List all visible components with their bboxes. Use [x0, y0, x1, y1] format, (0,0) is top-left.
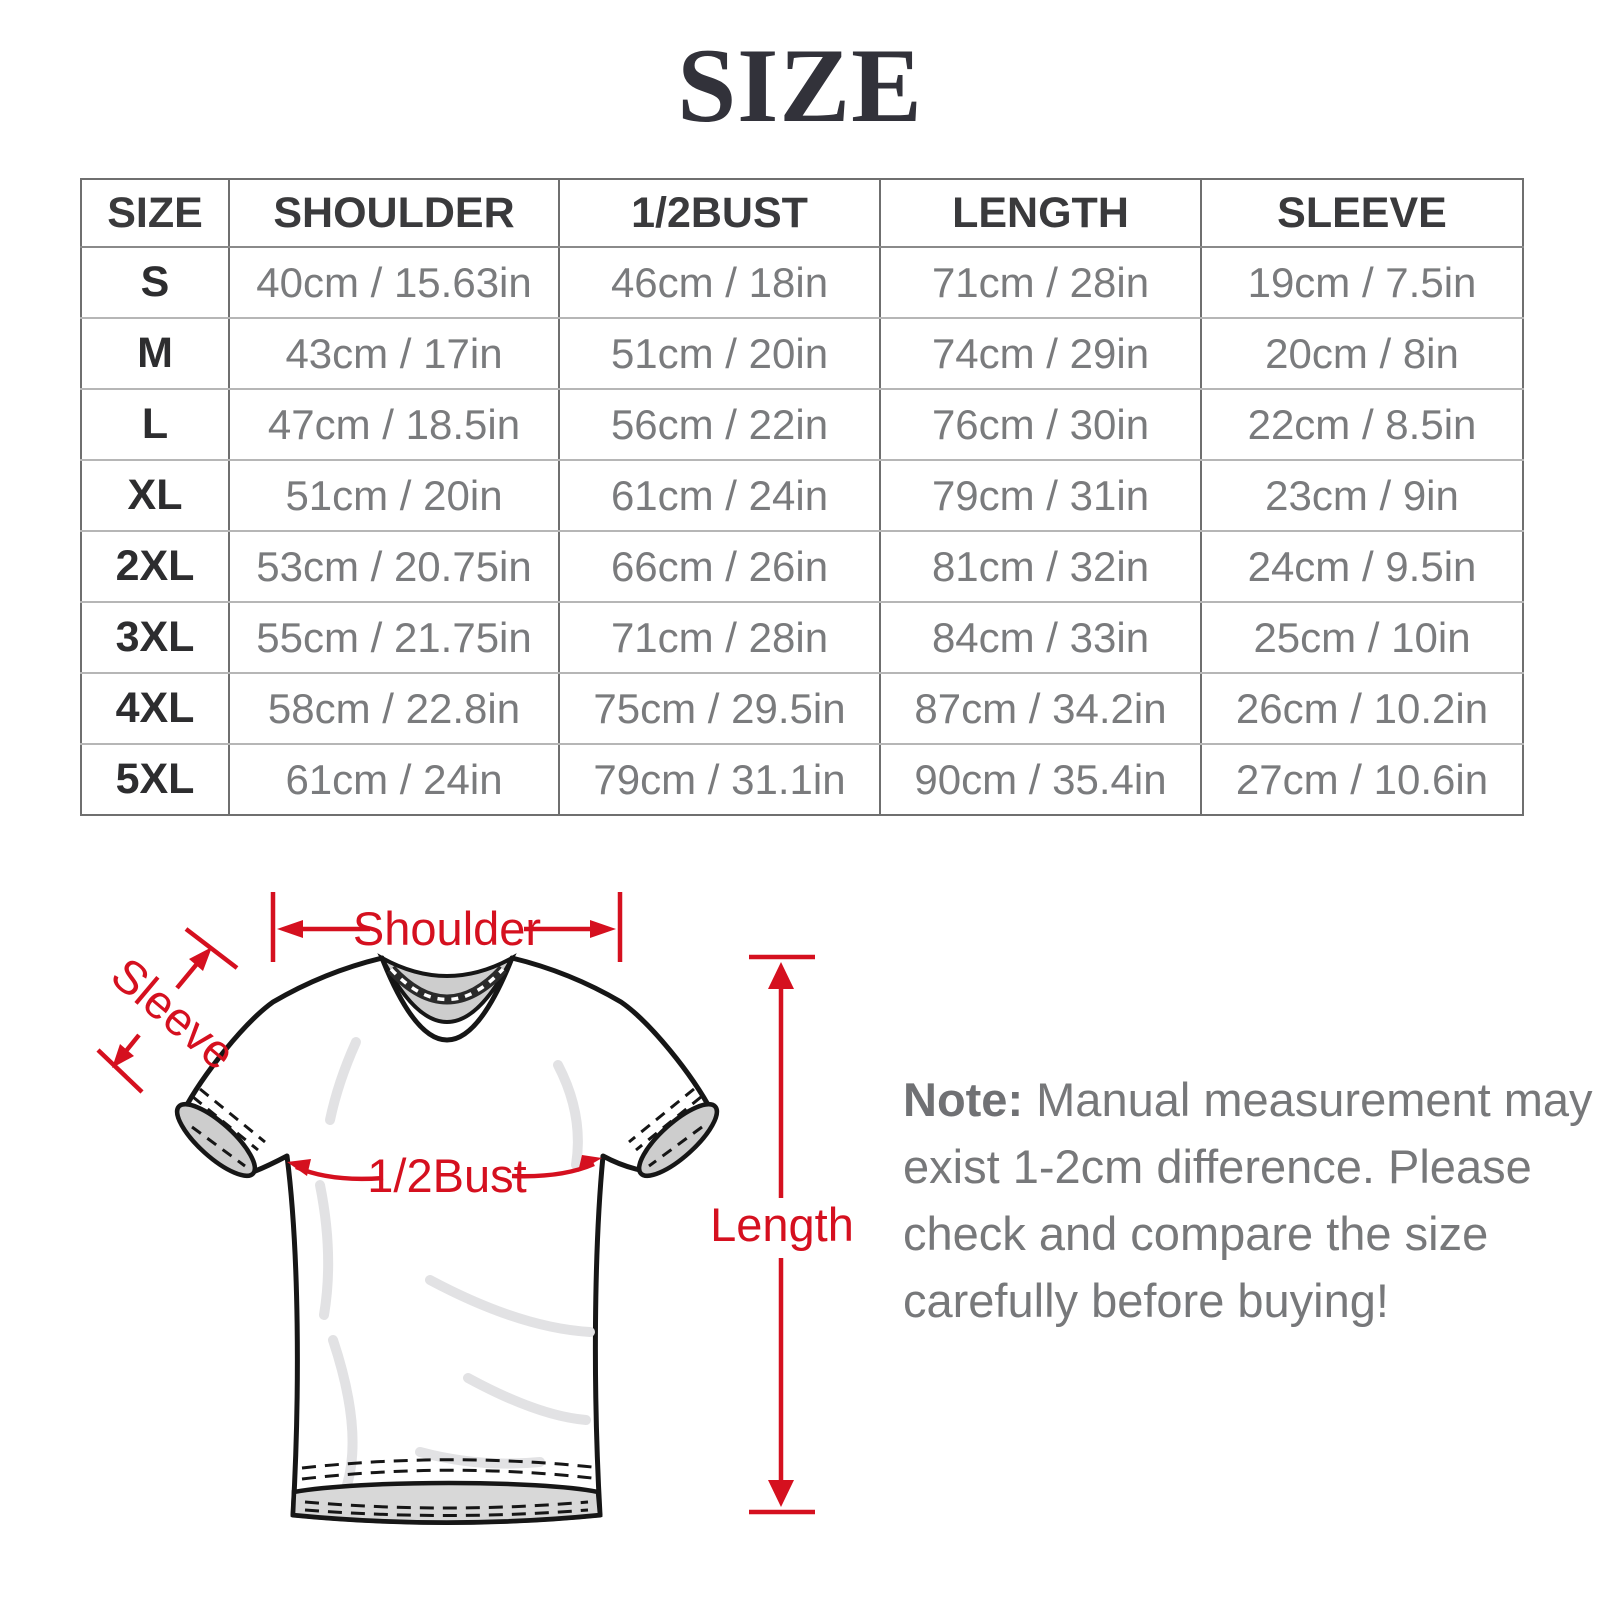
table-row: 2XL 53cm / 20.75in 66cm / 26in 81cm / 32…	[81, 531, 1523, 603]
sleeve-arrow	[96, 927, 239, 1094]
collar	[377, 953, 517, 1024]
table-header-row: SIZE SHOULDER 1/2BUST LENGTH SLEEVE	[81, 179, 1523, 248]
shoulder-cell: 40cm / 15.63in	[229, 247, 560, 319]
size-cell: S	[81, 247, 230, 319]
note-line: exist 1-2cm difference. Please	[903, 1140, 1532, 1193]
collar-rib-texture	[389, 967, 505, 1002]
sleeve-cell: 20cm / 8in	[1201, 318, 1523, 390]
bust-cell: 79cm / 31.1in	[559, 744, 881, 815]
table-row: 3XL 55cm / 21.75in 71cm / 28in 84cm / 33…	[81, 602, 1523, 674]
note-line: carefully before buying!	[903, 1274, 1389, 1327]
col-header-shoulder: SHOULDER	[229, 179, 560, 248]
length-cell: 84cm / 33in	[880, 602, 1202, 674]
bust-arrow	[287, 1155, 602, 1182]
shoulder-label: Shoulder	[353, 902, 541, 955]
hem	[290, 1458, 603, 1525]
table-row: 4XL 58cm / 22.8in 75cm / 29.5in 87cm / 3…	[81, 673, 1523, 745]
size-cell: 5XL	[81, 744, 230, 815]
measurement-note: Note: Manual measurement may exist 1-2cm…	[903, 1066, 1593, 1334]
length-label: Length	[710, 1198, 854, 1251]
size-table: SIZE SHOULDER 1/2BUST LENGTH SLEEVE S 40…	[80, 178, 1524, 816]
bust-cell: 56cm / 22in	[559, 389, 881, 461]
table-row: XL 51cm / 20in 61cm / 24in 79cm / 31in 2…	[81, 460, 1523, 532]
table-row: M 43cm / 17in 51cm / 20in 74cm / 29in 20…	[81, 318, 1523, 390]
col-header-sleeve: SLEEVE	[1201, 179, 1523, 248]
size-cell: 2XL	[81, 531, 230, 603]
col-header-bust: 1/2BUST	[559, 179, 881, 248]
shoulder-arrow	[270, 892, 623, 962]
col-header-size: SIZE	[81, 179, 230, 248]
size-cell: M	[81, 318, 230, 390]
length-cell: 74cm / 29in	[880, 318, 1202, 390]
size-cell: 4XL	[81, 673, 230, 745]
size-cell: 3XL	[81, 602, 230, 674]
page-title: SIZE	[677, 27, 923, 144]
table-row: S 40cm / 15.63in 46cm / 18in 71cm / 28in…	[81, 247, 1523, 319]
sleeve-cell: 19cm / 7.5in	[1201, 247, 1523, 319]
length-cell: 87cm / 34.2in	[880, 673, 1202, 745]
bust-label: 1/2Bust	[367, 1149, 526, 1202]
right-cuff	[628, 1087, 720, 1179]
shoulder-cell: 47cm / 18.5in	[229, 389, 560, 461]
bust-cell: 61cm / 24in	[559, 460, 881, 532]
wrinkle-shading	[315, 1037, 595, 1490]
bust-cell: 51cm / 20in	[559, 318, 881, 390]
shoulder-cell: 53cm / 20.75in	[229, 531, 560, 603]
length-cell: 71cm / 28in	[880, 247, 1202, 319]
sleeve-cell: 26cm / 10.2in	[1201, 673, 1523, 745]
bust-cell: 46cm / 18in	[559, 247, 881, 319]
shoulder-cell: 61cm / 24in	[229, 744, 560, 815]
length-arrow	[749, 954, 815, 1515]
shoulder-cell: 55cm / 21.75in	[229, 602, 560, 674]
shoulder-cell: 43cm / 17in	[229, 318, 560, 390]
shoulder-cell: 58cm / 22.8in	[229, 673, 560, 745]
sleeve-cell: 22cm / 8.5in	[1201, 389, 1523, 461]
length-cell: 76cm / 30in	[880, 389, 1202, 461]
size-cell: XL	[81, 460, 230, 532]
tshirt-measurement-diagram: Shoulder Sleeve 1/2Bust	[96, 892, 854, 1525]
tshirt-body-outline	[180, 955, 715, 1525]
length-cell: 81cm / 32in	[880, 531, 1202, 603]
sleeve-cell: 23cm / 9in	[1201, 460, 1523, 532]
table-row: L 47cm / 18.5in 56cm / 22in 76cm / 30in …	[81, 389, 1523, 461]
tshirt-illustration	[174, 953, 720, 1525]
length-cell: 79cm / 31in	[880, 460, 1202, 532]
table-row: 5XL 61cm / 24in 79cm / 31.1in 90cm / 35.…	[81, 744, 1523, 815]
left-cuff	[174, 1087, 266, 1179]
size-cell: L	[81, 389, 230, 461]
sleeve-cell: 24cm / 9.5in	[1201, 531, 1523, 603]
note-label: Note:	[903, 1073, 1024, 1126]
sleeve-cell: 25cm / 10in	[1201, 602, 1523, 674]
shoulder-cell: 51cm / 20in	[229, 460, 560, 532]
bust-cell: 71cm / 28in	[559, 602, 881, 674]
length-cell: 90cm / 35.4in	[880, 744, 1202, 815]
bust-cell: 66cm / 26in	[559, 531, 881, 603]
col-header-length: LENGTH	[880, 179, 1202, 248]
sleeve-cell: 27cm / 10.6in	[1235, 755, 1489, 803]
note-line: check and compare the size	[903, 1207, 1489, 1260]
note-line: Note: Manual measurement may	[903, 1073, 1593, 1126]
bust-cell: 75cm / 29.5in	[559, 673, 881, 745]
